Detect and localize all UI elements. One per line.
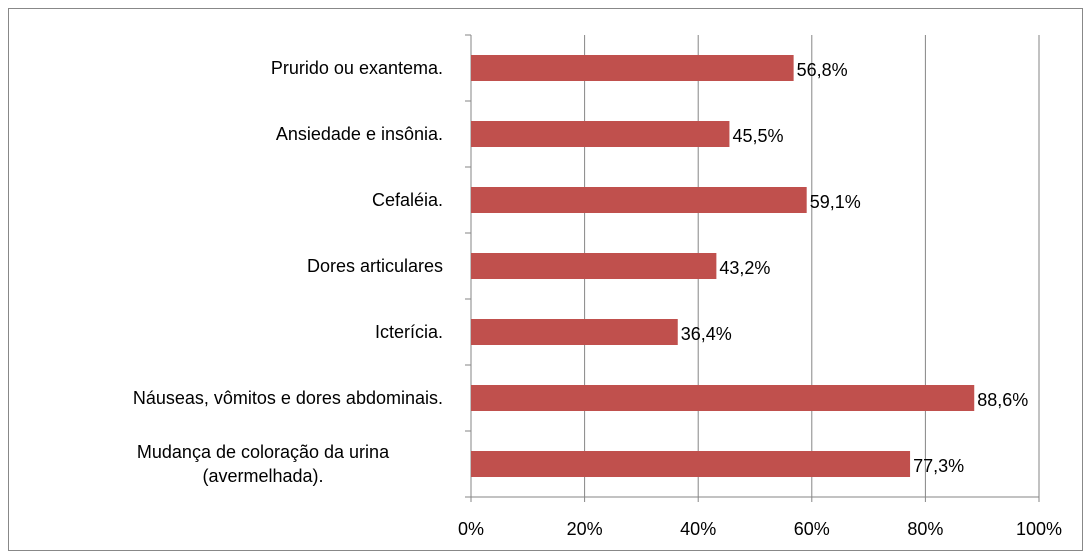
category-label-box: Icterícia. xyxy=(0,299,443,365)
bar xyxy=(471,451,911,477)
x-tick-label: 80% xyxy=(907,519,943,539)
value-label: 88,6% xyxy=(977,390,1028,410)
value-label: 43,2% xyxy=(719,258,770,278)
bar xyxy=(471,121,730,147)
category-label-box: Ansiedade e insônia. xyxy=(0,101,443,167)
y-tick-label: Mudança de coloração da urina (avermelha… xyxy=(136,442,390,486)
bar xyxy=(471,187,807,213)
value-label: 36,4% xyxy=(681,324,732,344)
y-tick-label: Icterícia. xyxy=(374,322,443,342)
category-label-box: Dores articulares xyxy=(0,233,443,299)
value-label: 56,8% xyxy=(797,60,848,80)
category-label-box: Mudança de coloração da urina (avermelha… xyxy=(0,431,443,497)
x-tick-label: 20% xyxy=(567,519,603,539)
category-label-box: Cefaléia. xyxy=(0,167,443,233)
bar xyxy=(471,253,717,279)
bar xyxy=(471,385,975,411)
value-label: 59,1% xyxy=(810,192,861,212)
y-tick-label: Prurido ou exantema. xyxy=(270,58,443,78)
bar xyxy=(471,55,794,81)
y-tick-label: Dores articulares xyxy=(306,256,443,276)
value-label: 77,3% xyxy=(913,456,964,476)
x-tick-label: 40% xyxy=(680,519,716,539)
x-tick-label: 60% xyxy=(794,519,830,539)
bar xyxy=(471,319,678,345)
y-tick-label: Náuseas, vômitos e dores abdominais. xyxy=(132,388,443,408)
x-tick-label: 100% xyxy=(1016,519,1062,539)
y-tick-label: Cefaléia. xyxy=(371,190,443,210)
x-tick-label: 0% xyxy=(458,519,484,539)
value-label: 45,5% xyxy=(732,126,783,146)
category-label-box: Náuseas, vômitos e dores abdominais. xyxy=(0,365,443,431)
y-tick-label: Ansiedade e insônia. xyxy=(275,124,443,144)
category-label-box: Prurido ou exantema. xyxy=(0,35,443,101)
